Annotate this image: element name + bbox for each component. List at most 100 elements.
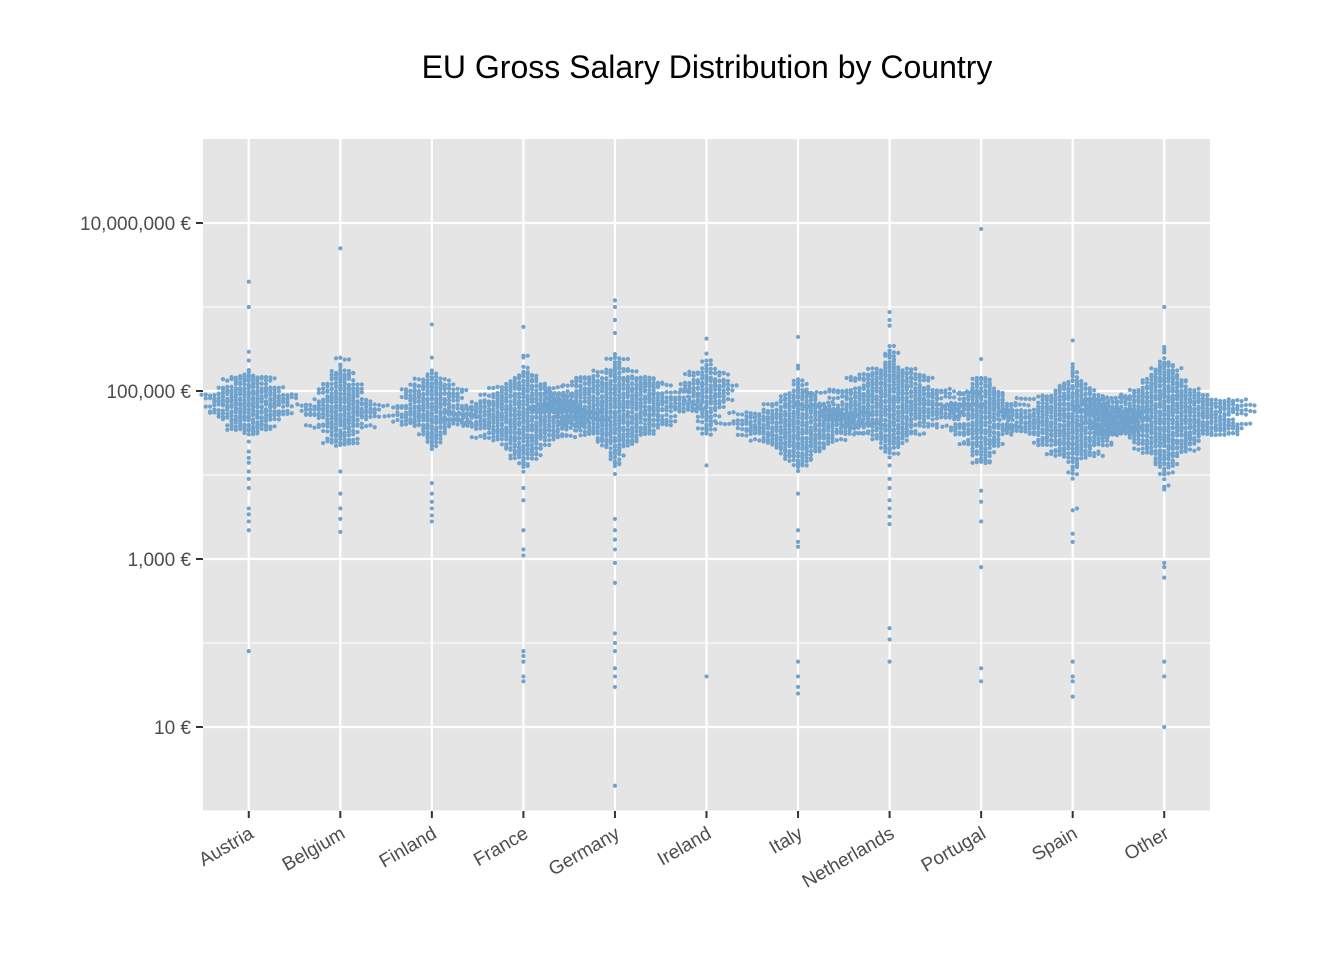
salary-point [529, 418, 535, 423]
salary-point [944, 423, 949, 428]
salary-point [517, 395, 522, 400]
salary-point [651, 401, 656, 406]
salary-point [242, 430, 247, 436]
salary-point [517, 450, 522, 455]
salary-point [1057, 433, 1062, 438]
salary-point [1014, 415, 1019, 420]
salary-point [795, 421, 801, 426]
salary-point [787, 458, 792, 463]
salary-point [312, 412, 317, 418]
salary-point [678, 381, 683, 387]
salary-point [246, 519, 251, 524]
salary-point [446, 405, 452, 410]
salary-point [744, 421, 749, 426]
salary-point [612, 666, 618, 671]
salary-point [948, 400, 954, 406]
salary-point [203, 396, 208, 401]
salary-point [547, 437, 552, 443]
salary-point [246, 304, 251, 310]
salary-point [604, 377, 609, 382]
salary-point [238, 402, 243, 408]
salary-point [525, 443, 530, 449]
salary-point [634, 412, 639, 417]
salary-point [281, 400, 286, 405]
salary-point [1144, 376, 1150, 381]
salary-point [568, 425, 573, 430]
salary-point [446, 424, 452, 429]
salary-point [913, 431, 918, 436]
salary-point [220, 387, 226, 392]
salary-point [677, 397, 682, 402]
salary-point [1061, 397, 1067, 402]
salary-point [1104, 443, 1110, 448]
salary-point [504, 434, 509, 439]
salary-point [238, 381, 243, 387]
salary-point [225, 391, 230, 397]
salary-point [947, 391, 952, 396]
salary-point [700, 426, 705, 431]
salary-point [1057, 390, 1062, 395]
salary-point [529, 423, 535, 428]
salary-point [342, 414, 347, 419]
salary-point [521, 324, 526, 329]
salary-point [551, 437, 556, 442]
salary-point [1092, 454, 1097, 459]
salary-point [735, 426, 740, 431]
salary-point [399, 394, 404, 400]
salary-point [486, 385, 492, 391]
salary-point [625, 428, 630, 433]
salary-point [408, 393, 413, 398]
salary-point [595, 407, 600, 413]
salary-point [783, 436, 788, 441]
salary-point [346, 411, 352, 416]
salary-point [408, 389, 413, 394]
salary-point [1166, 389, 1171, 394]
salary-point [1179, 366, 1184, 371]
salary-point [1070, 467, 1075, 473]
salary-point [717, 370, 722, 375]
salary-point [887, 309, 892, 315]
salary-point [930, 395, 935, 400]
salary-point [289, 411, 294, 416]
salary-point [351, 378, 356, 383]
salary-point [442, 402, 447, 407]
salary-point [1040, 430, 1045, 436]
salary-point [887, 343, 892, 349]
salary-point [1001, 428, 1006, 433]
salary-point [333, 397, 339, 402]
salary-point [556, 414, 562, 419]
salary-point [547, 433, 552, 438]
salary-point [438, 413, 443, 418]
salary-point [612, 528, 618, 533]
salary-point [695, 394, 701, 399]
salary-point [810, 391, 815, 396]
salary-point [338, 442, 343, 447]
salary-point [612, 464, 618, 469]
salary-point [438, 405, 443, 410]
salary-point [947, 386, 952, 391]
salary-point [272, 413, 277, 418]
salary-point [818, 390, 823, 395]
salary-point [853, 430, 858, 436]
salary-point [499, 399, 505, 404]
salary-point [757, 438, 762, 443]
salary-point [691, 407, 696, 412]
salary-point [1084, 397, 1089, 402]
salary-point [386, 413, 391, 418]
salary-point [904, 391, 909, 397]
salary-point [765, 440, 771, 445]
salary-point [595, 439, 600, 444]
salary-point [887, 498, 892, 503]
salary-point [429, 389, 434, 394]
salary-point [630, 402, 635, 408]
salary-point [403, 395, 409, 400]
salary-point [800, 447, 805, 452]
salary-point [521, 653, 526, 659]
salary-point [534, 392, 539, 397]
salary-point [521, 528, 526, 533]
salary-point [582, 416, 587, 421]
salary-point [538, 442, 543, 447]
salary-point [268, 414, 273, 419]
salary-point [508, 408, 513, 413]
salary-point [569, 379, 575, 384]
